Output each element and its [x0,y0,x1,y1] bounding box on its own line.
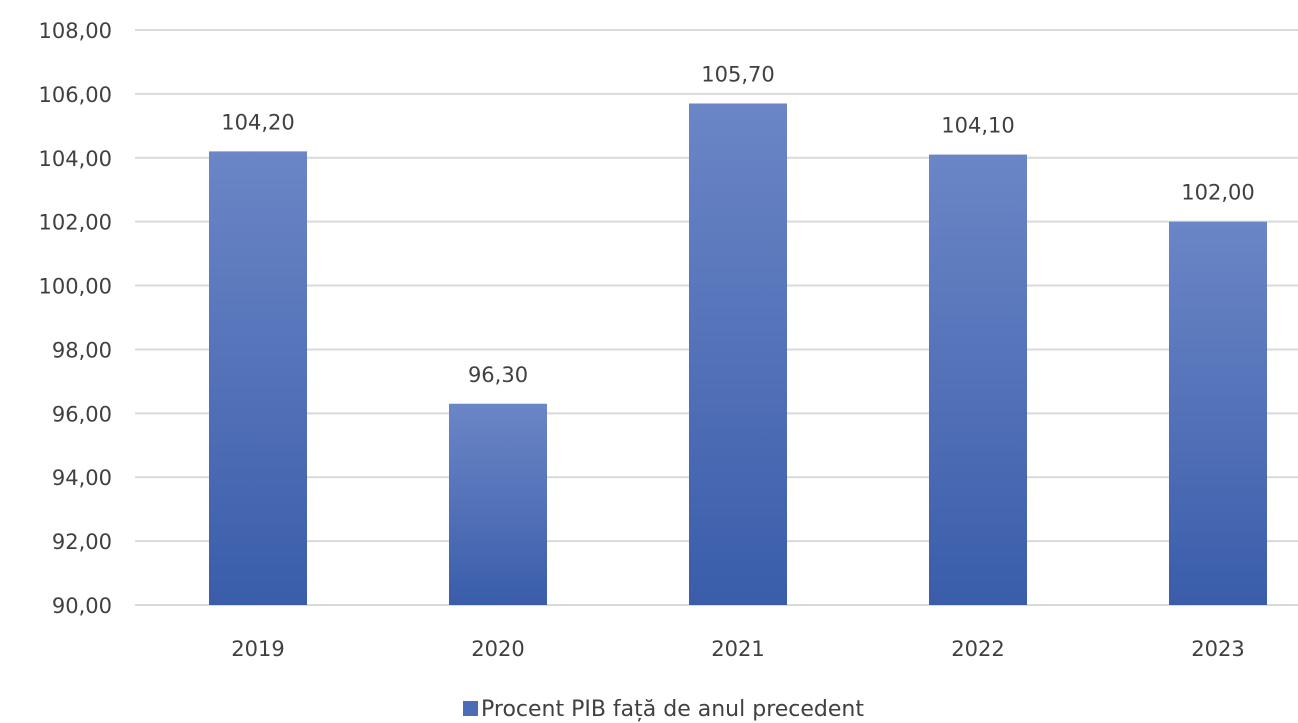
legend-swatch [463,701,478,716]
bar-2020 [449,403,547,605]
y-axis: 90,00 92,00 94,00 96,00 98,00 100,00 102,00 104… [39,19,112,618]
data-labels: 104,20 96,30 105,70 104,10 102,00 [221,62,1254,386]
y-tick-label: 102,00 [39,211,112,235]
y-tick-label: 90,00 [52,594,112,618]
data-label-2023: 102,00 [1181,181,1254,205]
x-tick-label: 2023 [1191,637,1244,661]
bar-2019 [209,151,307,605]
y-tick-label: 98,00 [52,338,112,362]
x-tick-label: 2019 [231,637,284,661]
legend: Procent PIB față de anul precedent [463,697,864,722]
bars [209,103,1267,606]
bar-2022 [929,154,1027,606]
data-label-2022: 104,10 [941,114,1014,138]
y-tick-label: 108,00 [39,19,112,43]
bar-2023 [1169,221,1267,605]
y-tick-label: 92,00 [52,530,112,554]
data-label-2020: 96,30 [468,363,528,387]
legend-label: Procent PIB față de anul precedent [481,697,864,722]
x-tick-label: 2020 [471,637,524,661]
y-tick-label: 100,00 [39,275,112,299]
y-tick-label: 104,00 [39,147,112,171]
x-tick-label: 2022 [951,637,1004,661]
x-tick-label: 2021 [711,637,764,661]
y-tick-label: 106,00 [39,83,112,107]
y-tick-label: 94,00 [52,466,112,490]
data-label-2019: 104,20 [221,110,294,134]
x-axis: 2019 2020 2021 2022 2023 [231,637,1244,661]
data-label-2021: 105,70 [701,62,774,86]
bar-2021 [689,103,787,605]
y-tick-label: 96,00 [52,402,112,426]
